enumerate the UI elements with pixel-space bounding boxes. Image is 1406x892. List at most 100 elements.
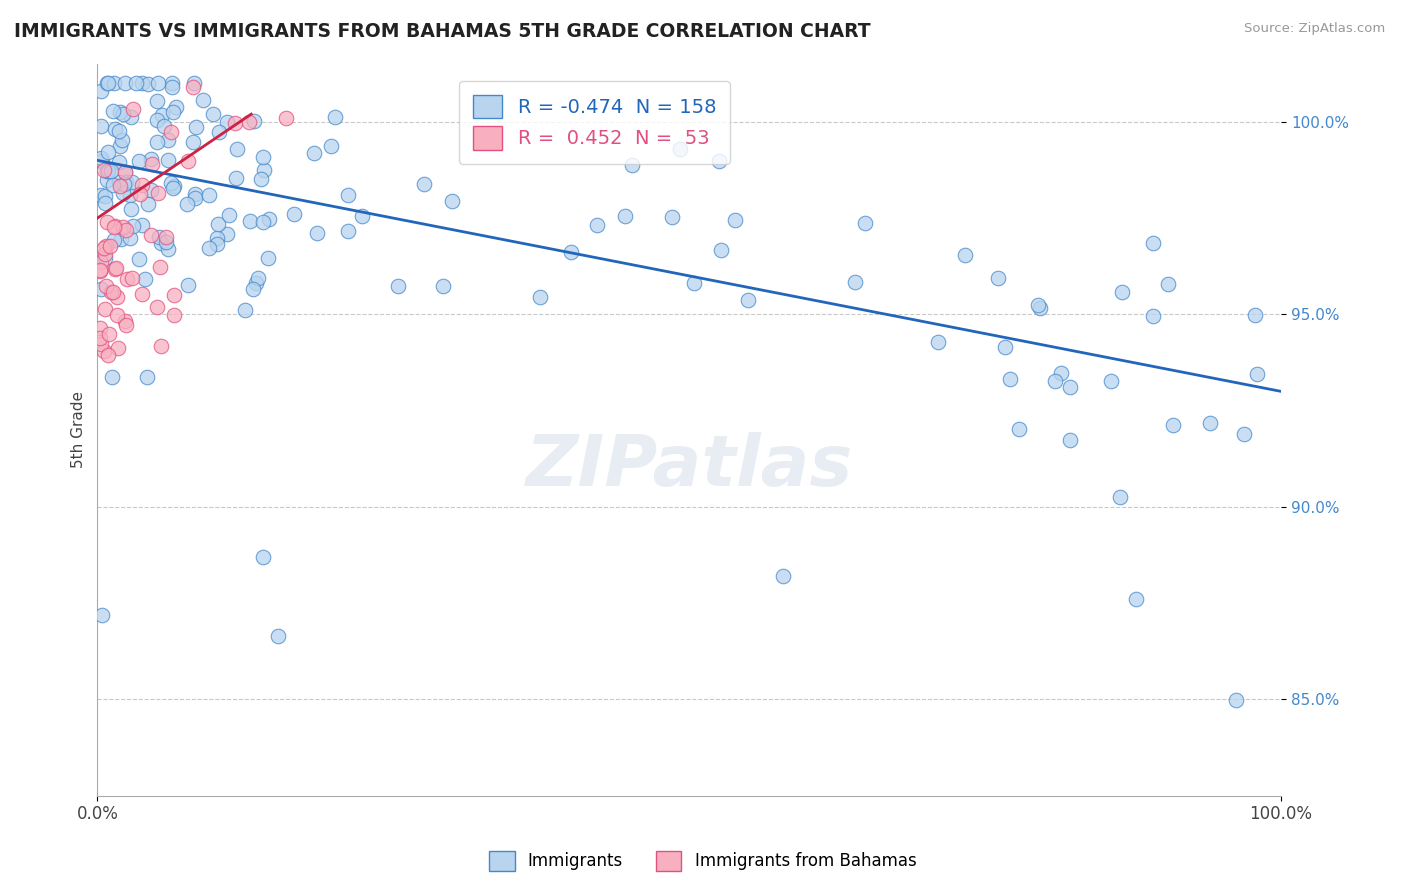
Point — [186, 120, 208, 134]
Point — [89, 331, 111, 345]
Point — [986, 271, 1008, 285]
Point — [103, 220, 125, 235]
Point — [160, 124, 183, 138]
Point — [104, 219, 127, 234]
Point — [124, 76, 146, 90]
Point — [108, 155, 131, 169]
Point — [197, 188, 219, 202]
Point — [148, 229, 170, 244]
Point — [267, 629, 290, 643]
Point — [1125, 591, 1147, 606]
Point — [121, 175, 143, 189]
Point — [115, 175, 138, 189]
Point — [111, 133, 134, 147]
Point — [233, 302, 256, 317]
Point — [1049, 366, 1071, 380]
Point — [103, 233, 125, 247]
Point — [413, 177, 436, 191]
Point — [1111, 285, 1133, 300]
Point — [128, 153, 150, 168]
Point — [387, 278, 409, 293]
Point — [160, 176, 183, 190]
Point — [93, 240, 115, 254]
Point — [128, 252, 150, 267]
Point — [150, 108, 173, 122]
Point — [141, 157, 163, 171]
Point — [134, 272, 156, 286]
Point — [97, 349, 120, 363]
Point — [737, 293, 759, 308]
Point — [157, 153, 180, 168]
Point — [669, 142, 692, 156]
Point — [104, 260, 127, 275]
Point — [259, 212, 281, 227]
Point — [853, 216, 876, 230]
Point — [276, 112, 298, 126]
Point — [585, 218, 607, 232]
Point — [97, 145, 120, 160]
Point — [1161, 418, 1184, 433]
Point — [90, 154, 112, 169]
Point — [156, 242, 179, 256]
Point — [89, 263, 111, 277]
Point — [252, 215, 274, 229]
Point — [202, 107, 225, 121]
Point — [131, 178, 153, 192]
Point — [155, 230, 177, 244]
Point — [93, 302, 115, 317]
Point — [108, 178, 131, 193]
Point — [160, 79, 183, 94]
Point — [97, 163, 120, 178]
Point — [1026, 298, 1049, 312]
Point — [120, 111, 142, 125]
Y-axis label: 5th Grade: 5th Grade — [72, 392, 86, 468]
Point — [90, 119, 112, 133]
Point — [146, 135, 169, 149]
Point — [148, 186, 170, 200]
Point — [1029, 301, 1052, 316]
Point — [257, 251, 280, 265]
Point — [136, 370, 159, 384]
Point — [96, 238, 118, 252]
Point — [89, 321, 111, 335]
Point — [101, 103, 124, 118]
Point — [96, 215, 118, 229]
Point — [111, 220, 134, 235]
Point — [89, 263, 111, 277]
Point — [1142, 310, 1164, 324]
Point — [105, 308, 128, 322]
Point — [252, 550, 274, 565]
Point — [307, 226, 329, 240]
Point — [183, 191, 205, 205]
Point — [146, 301, 169, 315]
Point — [153, 119, 176, 133]
Point — [91, 607, 114, 622]
Point — [177, 153, 200, 168]
Point — [1059, 379, 1081, 393]
Point — [181, 136, 204, 150]
Point — [103, 178, 125, 192]
Point — [336, 224, 359, 238]
Point — [225, 142, 247, 156]
Point — [207, 236, 229, 251]
Point — [246, 271, 269, 285]
Point — [1108, 490, 1130, 504]
Text: IMMIGRANTS VS IMMIGRANTS FROM BAHAMAS 5TH GRADE CORRELATION CHART: IMMIGRANTS VS IMMIGRANTS FROM BAHAMAS 5T… — [14, 22, 870, 41]
Point — [1157, 277, 1180, 292]
Point — [183, 76, 205, 90]
Point — [1099, 374, 1122, 388]
Point — [108, 139, 131, 153]
Point — [111, 186, 134, 200]
Point — [1043, 374, 1066, 388]
Point — [215, 114, 238, 128]
Legend: R = -0.474  N = 158, R =  0.452  N =  53: R = -0.474 N = 158, R = 0.452 N = 53 — [460, 81, 730, 163]
Point — [96, 173, 118, 187]
Point — [162, 288, 184, 302]
Point — [100, 164, 122, 178]
Point — [162, 308, 184, 322]
Point — [149, 236, 172, 251]
Point — [114, 76, 136, 90]
Point — [146, 94, 169, 108]
Point — [114, 165, 136, 179]
Point — [224, 116, 246, 130]
